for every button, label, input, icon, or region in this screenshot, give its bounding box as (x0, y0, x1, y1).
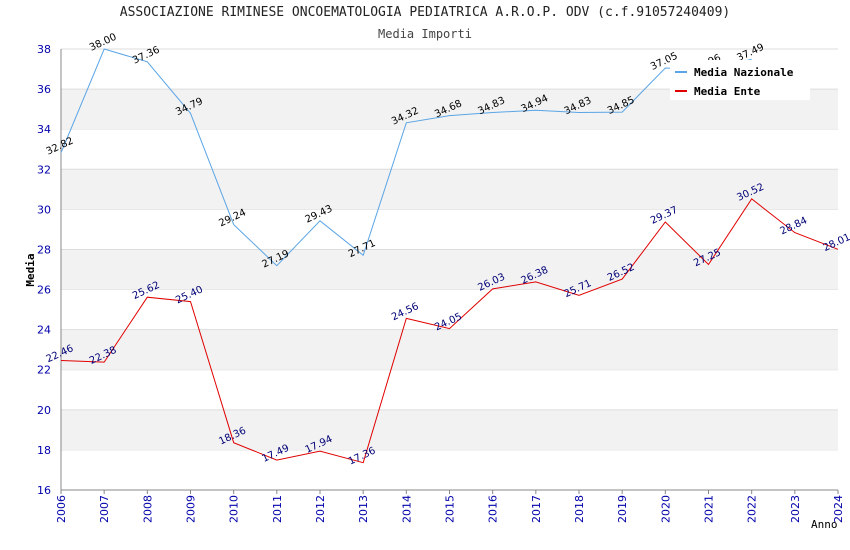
x-tick-label: 2012 (314, 495, 327, 523)
x-tick-label: 2017 (530, 495, 543, 523)
y-tick-label: 28 (37, 243, 51, 256)
chart-title: ASSOCIAZIONE RIMINESE ONCOEMATOLOGIA PED… (119, 5, 731, 20)
series-line (60, 48, 752, 267)
data-label: 37.36 (131, 45, 162, 67)
x-tick-label: 2011 (271, 495, 284, 523)
grid-band (61, 169, 838, 210)
grid-bands (61, 48, 838, 451)
x-tick-label: 2013 (357, 495, 370, 523)
y-tick-label: 36 (37, 83, 51, 96)
x-tick-label: 2022 (746, 495, 759, 523)
x-tick-label: 2019 (616, 495, 629, 523)
grid-band (61, 329, 838, 370)
x-tick-label: 2007 (98, 495, 111, 523)
y-axis-label: Media (24, 253, 37, 286)
y-tick-label: 18 (37, 444, 51, 457)
x-tick-labels: 2006 2007 2008 2009 2010 2011 2012 2013 2014 2015… (55, 495, 845, 523)
grid-band (61, 249, 838, 290)
y-tick-label: 38 (37, 43, 51, 56)
data-label: 29.24 (217, 207, 248, 229)
chart-subtitle: Media Importi (378, 27, 472, 41)
x-tick-label: 2014 (400, 495, 413, 523)
x-tick-label: 2024 (832, 495, 845, 523)
x-axis-label: Anno (811, 518, 838, 531)
x-tick-label: 2008 (141, 495, 154, 523)
series-lines (60, 48, 839, 464)
legend: Media Nazionale Media Ente (670, 60, 810, 100)
x-tick-label: 2009 (185, 495, 198, 523)
axes (60, 49, 839, 494)
legend-label: Media Nazionale (694, 66, 794, 79)
series-line (60, 198, 839, 464)
x-tick-label: 2006 (55, 495, 68, 523)
x-tick-label: 2021 (703, 495, 716, 523)
data-label: 28.84 (778, 215, 809, 237)
x-tick-label: 2018 (573, 495, 586, 523)
y-tick-label: 16 (37, 484, 51, 497)
y-tick-label: 20 (37, 404, 51, 417)
x-tick-label: 2016 (487, 495, 500, 523)
data-label: 32.82 (45, 136, 76, 158)
legend-label: Media Ente (694, 85, 761, 98)
y-tick-label: 34 (37, 123, 51, 136)
legend-box (670, 60, 810, 100)
y-tick-label: 26 (37, 284, 51, 297)
y-tick-label: 32 (37, 163, 51, 176)
y-tick-label: 24 (37, 324, 51, 337)
y-tick-labels: 16 18 20 22 24 26 28 30 32 34 36 38 (37, 43, 51, 497)
y-tick-label: 22 (37, 364, 51, 377)
y-tick-label: 30 (37, 203, 51, 216)
x-tick-label: 2020 (659, 495, 672, 523)
x-tick-label: 2015 (444, 495, 457, 523)
x-tick-label: 2023 (789, 495, 802, 523)
data-label: 24.56 (390, 301, 421, 323)
grid-band (61, 409, 838, 450)
x-tick-label: 2010 (228, 495, 241, 523)
